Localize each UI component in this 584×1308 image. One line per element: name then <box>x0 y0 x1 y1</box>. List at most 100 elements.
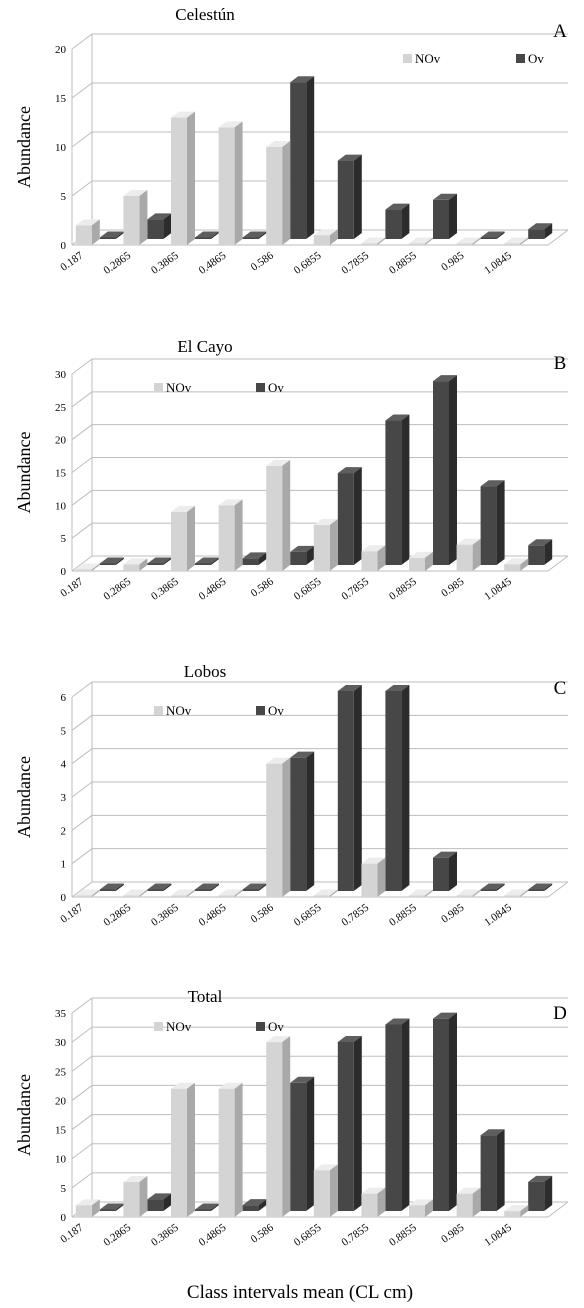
x-axis-label: Class intervals mean (CL cm) <box>187 1282 413 1303</box>
panel-letter: A <box>553 21 567 42</box>
gridline-side <box>71 848 93 865</box>
bar-nov <box>456 1193 473 1217</box>
bar-nov-side <box>139 558 148 571</box>
x-tick-label: 0.4865 <box>197 249 229 276</box>
bar-ov <box>195 237 211 239</box>
x-tick-label: 0.4865 <box>197 1221 229 1248</box>
bar-nov <box>75 569 92 571</box>
bar-nov-side <box>520 558 529 571</box>
gridline-side <box>71 997 93 1014</box>
bar-nov-side <box>377 1187 386 1217</box>
y-axis-label: Abundance <box>14 756 34 838</box>
floor-right-edge <box>547 881 569 898</box>
bar-ov-side <box>163 213 172 239</box>
bar-nov-side <box>377 857 386 897</box>
y-tick-label: 3 <box>61 792 67 804</box>
x-tick-label: 0.985 <box>439 901 467 925</box>
legend-swatch-nov <box>154 383 163 392</box>
legend-swatch-ov <box>516 54 525 63</box>
bar-nov-side <box>282 141 291 245</box>
bar-nov-side <box>329 889 338 897</box>
y-tick-label: 1 <box>61 859 67 871</box>
bar-nov <box>361 1193 378 1217</box>
gridline-side <box>71 748 93 765</box>
bar-ov-side <box>306 76 315 239</box>
x-tick-label: 0.3865 <box>149 575 181 602</box>
x-tick-label: 0.2865 <box>101 901 133 928</box>
x-tick-label: 0.8855 <box>387 249 419 276</box>
bar-nov <box>75 1205 92 1217</box>
legend-swatch-nov <box>403 54 412 63</box>
bar-ov-side <box>211 1203 219 1211</box>
bar-ov <box>195 1209 211 1211</box>
bar-nov <box>313 525 330 571</box>
x-tick-label: 0.3865 <box>149 249 181 276</box>
bar-ov-side <box>115 883 124 891</box>
x-tick-label: 1.0845 <box>482 901 514 928</box>
legend-label-ov: Ov <box>528 51 544 66</box>
bar-ov <box>242 889 259 891</box>
y-axis-label: Abundance <box>14 432 34 514</box>
gridline-side <box>71 814 93 831</box>
gridline-side <box>71 82 93 99</box>
x-tick-label: 0.8855 <box>387 901 419 928</box>
bar-nov-side <box>472 237 481 245</box>
bar-nov <box>409 243 425 245</box>
legend-label-ov: Ov <box>268 703 284 718</box>
x-tick-label: 0.985 <box>439 249 467 273</box>
chart-panel-d: 0 5 10 15 20 25 30 35 0.187 0.2865 0.3865 0.4865 0.5… <box>14 987 569 1249</box>
y-tick-label: 20 <box>55 1095 67 1107</box>
bar-ov <box>385 420 402 565</box>
bar-nov-side <box>425 551 433 571</box>
bar-ov <box>528 545 545 565</box>
y-tick-label: 15 <box>55 1125 67 1137</box>
bar-ov-side <box>211 883 219 891</box>
bar-nov-side <box>520 237 529 245</box>
gridline-side <box>71 131 93 148</box>
x-tick-label: 0.4865 <box>197 575 229 602</box>
bar-ov <box>433 1018 449 1211</box>
bar-nov-side <box>329 1164 338 1217</box>
gridline-side <box>71 881 93 898</box>
legend-label-nov: NOv <box>166 703 192 718</box>
bar-ov-side <box>258 552 267 565</box>
bar-ov <box>290 551 307 565</box>
bar-nov <box>313 235 330 245</box>
x-tick-label: 0.2865 <box>101 249 133 276</box>
x-tick-label: 0.3865 <box>149 1221 181 1248</box>
bar-ov <box>480 486 497 565</box>
x-tick-label: 0.187 <box>58 901 86 925</box>
bar-nov-side <box>472 889 481 897</box>
x-tick-label: 0.6855 <box>292 249 324 276</box>
bar-ov <box>99 889 116 891</box>
bar-ov-side <box>115 231 124 239</box>
bar-ov-side <box>496 1129 505 1211</box>
legend-label-ov: Ov <box>268 380 284 395</box>
bar-nov-side <box>377 237 386 245</box>
bar-nov-side <box>234 889 243 897</box>
y-tick-label: 5 <box>61 725 67 737</box>
bar-ov-side <box>401 685 410 891</box>
bar-nov-side <box>187 889 195 897</box>
panel-letter: B <box>554 353 567 374</box>
bar-nov-side <box>472 538 481 571</box>
y-tick-label: 0 <box>61 240 67 252</box>
bar-ov-side <box>353 154 362 239</box>
y-tick-label: 35 <box>55 1008 67 1020</box>
bar-nov-side <box>91 563 100 571</box>
bar-nov <box>409 1205 425 1217</box>
bar-nov-side <box>91 219 100 245</box>
bar-ov-side <box>401 1018 410 1211</box>
chart-panel-b: 0 5 10 15 20 25 30 0.187 0.2865 0.3865 0.4865 0.586… <box>14 337 569 603</box>
bar-nov <box>171 895 187 897</box>
x-tick-label: 0.2865 <box>101 575 133 602</box>
x-tick-label: 0.8855 <box>387 575 419 602</box>
bar-nov-side <box>187 505 195 571</box>
x-tick-label: 1.0845 <box>482 575 514 602</box>
bar-ov-side <box>449 193 457 239</box>
x-tick-label: 0.187 <box>58 575 86 599</box>
bar-nov <box>313 1170 330 1217</box>
y-axis-label: Abundance <box>14 1074 34 1156</box>
gridline-side <box>71 489 93 506</box>
bar-ov <box>528 889 545 891</box>
